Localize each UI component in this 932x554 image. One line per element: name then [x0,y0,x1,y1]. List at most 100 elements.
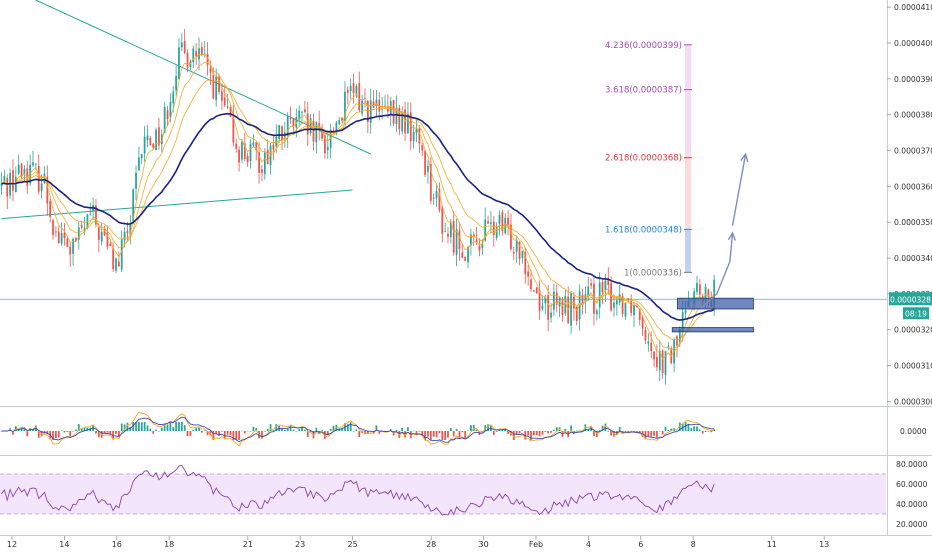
time-tick-label-10: 4 [586,540,591,549]
countdown-label: 08:19 [905,309,927,318]
osc-bar-100 [286,428,289,431]
candle-body [278,125,281,139]
candle-body [478,245,481,251]
candle-7 [20,162,23,180]
candle-body [246,155,249,163]
projection-arrow-2[interactable] [731,153,747,226]
projection-arrows[interactable] [700,152,749,309]
candle-80 [229,104,232,118]
candle-body [349,85,352,92]
candle-body [341,117,343,121]
candle-body [49,201,52,218]
candle-83 [238,146,240,172]
candle-body [60,232,63,244]
osc-bar-128 [366,431,369,434]
candle-body [83,228,86,231]
trend-lines[interactable] [1,0,372,220]
osc-bar-123 [352,431,355,432]
candle-body [375,99,378,106]
fibonacci-extension[interactable]: 4.236(0.0000399) 3.618(0.0000387) 2.618(0.… [605,41,692,279]
osc-bar-227 [650,431,653,437]
time-axis[interactable]: 12 14 16 18 21 23 25 28 30 Feb 4 6 8 11 13 [7,536,829,549]
current-price-tag: 0.0000328 08:19 [889,292,932,320]
candle-17 [49,198,52,223]
candle-108 [309,114,312,137]
candle-182 [521,250,524,264]
osc-bar-132 [378,431,381,434]
candle-body [112,248,115,270]
candle-body [272,144,275,150]
projection-arrow-1[interactable] [700,232,734,309]
candle-body [192,48,195,63]
candle-229 [656,344,658,372]
candle-body [143,136,146,154]
candle-31 [89,202,92,216]
candle-body [40,183,43,191]
candle-148 [424,149,426,178]
candle-84 [241,139,243,164]
ema-line-2 [1,61,715,351]
osc-bar-25 [72,431,74,432]
osc-bar-212 [607,431,610,432]
time-tick-label-13: 11 [767,540,777,549]
osc-bar-22 [63,431,66,433]
candle-189 [541,295,544,312]
price-axis[interactable]: 0.0000410 0.0000400 0.0000390 0.0000380 0.00… [887,3,932,406]
osc-bar-156 [447,431,449,438]
rsi-tick-label-1: 60.0000 [896,480,928,489]
osc-bar-194 [555,427,558,431]
candle-body [647,341,650,344]
support-zone-2[interactable] [671,327,754,333]
osc-bar-78 [223,431,226,439]
candle-225 [644,326,647,345]
candle-74 [212,67,215,100]
osc-bar-48 [138,422,140,431]
candle-27 [77,221,80,250]
candle-body [315,121,318,143]
trend-line-2[interactable] [1,189,353,220]
candle-154 [441,205,444,243]
candles [0,28,716,385]
candle-5 [14,166,17,193]
osc-bar-36 [103,431,106,434]
candle-231 [661,349,664,380]
osc-bar-150 [429,431,432,440]
candle-body [126,230,129,234]
osc-bar-153 [438,431,441,434]
osc-bar-70 [200,431,203,433]
candle-body [123,232,126,241]
candle-75 [215,68,218,107]
osc-bar-59 [169,422,172,431]
osc-bar-76 [218,431,220,436]
candle-body [613,302,615,308]
osc-bar-216 [618,426,621,431]
osc-bar-191 [547,431,550,434]
candle-body [352,83,355,94]
osc-bar-219 [627,431,630,433]
candle-172 [492,216,495,247]
candle-24 [69,242,72,267]
fib-band-4 [684,44,691,90]
osc-bar-131 [375,425,378,431]
candle-body [37,166,40,192]
osc-bar-179 [512,431,515,440]
osc-bar-71 [203,430,206,431]
osc-bar-67 [192,429,195,431]
osc-bar-119 [341,427,343,431]
candle-4 [12,159,14,201]
osc-bar-243 [696,426,698,431]
candle-175 [501,209,504,236]
candle-185 [530,269,532,292]
candle-171 [490,210,492,234]
support-zone-1[interactable] [677,297,754,310]
support-zones[interactable] [671,297,754,333]
osc-bar-50 [143,422,146,431]
candle-body [183,40,186,54]
osc-bar-211 [604,423,607,431]
osc-bar-201 [575,430,578,432]
osc-bar-106 [304,429,306,431]
trend-line-1[interactable] [35,0,372,155]
osc-bar-210 [601,425,604,431]
